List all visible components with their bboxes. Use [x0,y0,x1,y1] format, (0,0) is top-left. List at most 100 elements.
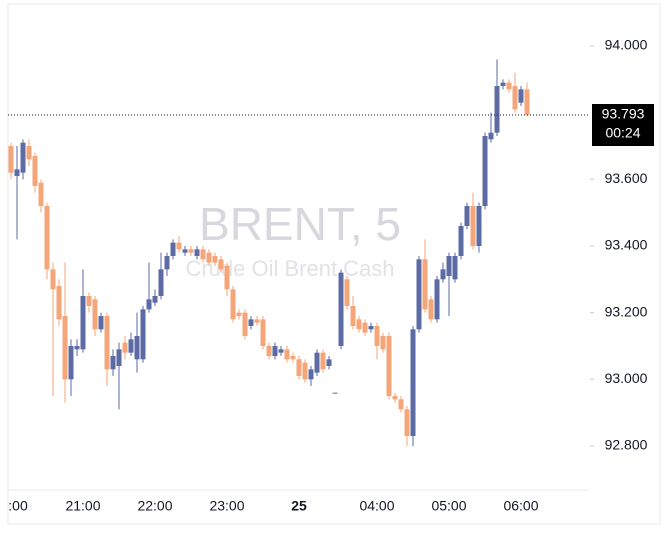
candle-body [494,86,500,133]
candle-body [290,356,296,360]
candle-body [314,352,320,373]
candle-body [152,296,158,303]
frame [7,3,661,525]
candle-body [362,322,368,333]
candle-body [104,316,110,370]
candle-body [98,316,104,330]
candle-body [404,409,410,436]
candle-body [320,352,326,370]
candle-body [416,259,422,330]
candle-body [176,242,182,250]
candle-body [56,286,62,320]
candle-body [524,89,530,115]
y-tick-label: 93.400 [605,237,648,253]
x-tick-label: 21:00 [65,498,100,514]
candle-body [422,259,428,310]
candle-body [338,272,344,346]
candle-body [134,336,140,360]
candle-body [62,316,68,380]
candle-body [170,242,176,256]
candle-body [68,346,74,380]
candle-body [32,156,38,186]
x-tick-label: 05:00 [431,498,466,514]
candle-body [326,359,332,366]
candle-body [188,249,194,253]
candle-body [272,346,278,356]
candle-body [410,329,416,436]
candle-body [482,136,488,206]
last-price-label: 93.793 [602,106,645,122]
candle-body [434,279,440,320]
candle-body [518,89,524,103]
candle-body [398,399,404,410]
y-tick-label: 93.000 [605,370,648,386]
candle-body [470,206,476,246]
candle-body [488,132,494,140]
candle-body [20,142,26,173]
y-tick-label: 94.000 [605,37,648,53]
x-tick-label: 23:00 [209,498,244,514]
candle-body [140,309,146,360]
candle-body [500,82,506,86]
candle-body [92,299,98,330]
x-tick-label: 06:00 [503,498,538,514]
candle-body [182,249,188,253]
candle-body [218,259,224,270]
candle-body [254,319,260,323]
candle-body [8,146,14,173]
candle-body [302,362,308,380]
candle-body [248,319,254,326]
y-tick-label: 93.600 [605,170,648,186]
candle-body [284,349,290,360]
candle-body [242,312,248,336]
candle-body [110,356,116,370]
candle-body [50,269,56,290]
y-tick-label: 93.200 [605,303,648,319]
candle-body [476,206,482,246]
candle-body [350,306,356,326]
countdown-label: 00:24 [605,125,640,141]
candle-body [116,349,122,366]
candle-body [122,342,128,353]
candle-body [44,206,50,270]
watermark-symbol: BRENT, 5 [199,198,401,250]
candle-body [80,296,86,350]
candle-body [392,396,398,400]
candle-body [14,169,20,176]
candle-body [236,312,242,316]
candle-body [26,146,32,160]
candle-body [266,346,272,356]
candle-body [380,336,386,350]
x-tick-label: 04:00 [359,498,394,514]
candle-body [212,256,218,263]
candle-body [146,299,152,310]
candle-body [128,339,134,353]
candle-body [230,289,236,320]
candle-body [38,182,44,206]
candle-body [260,319,266,346]
candle-body [224,266,230,290]
candle-body [428,299,434,320]
candle-body [446,256,452,276]
candle-body [158,269,164,296]
candle-body [374,326,380,346]
candle-body [206,252,212,263]
last-price-box [592,104,654,146]
candle-body [356,319,362,330]
candle-body [308,369,314,380]
candle-body [278,349,284,353]
candle-body [86,296,92,306]
y-tick-label: 92.800 [605,437,648,453]
candle-body [74,346,80,350]
candle-body [344,279,350,306]
candle-body [296,359,302,376]
x-tick-label: 22:00 [137,498,172,514]
candles [8,59,530,446]
candle-body [506,82,512,90]
x-tick-label: :00 [8,498,28,514]
candle-body [332,392,338,394]
candle-body [512,86,518,110]
candle-body [194,249,200,256]
candle-body [164,256,170,270]
